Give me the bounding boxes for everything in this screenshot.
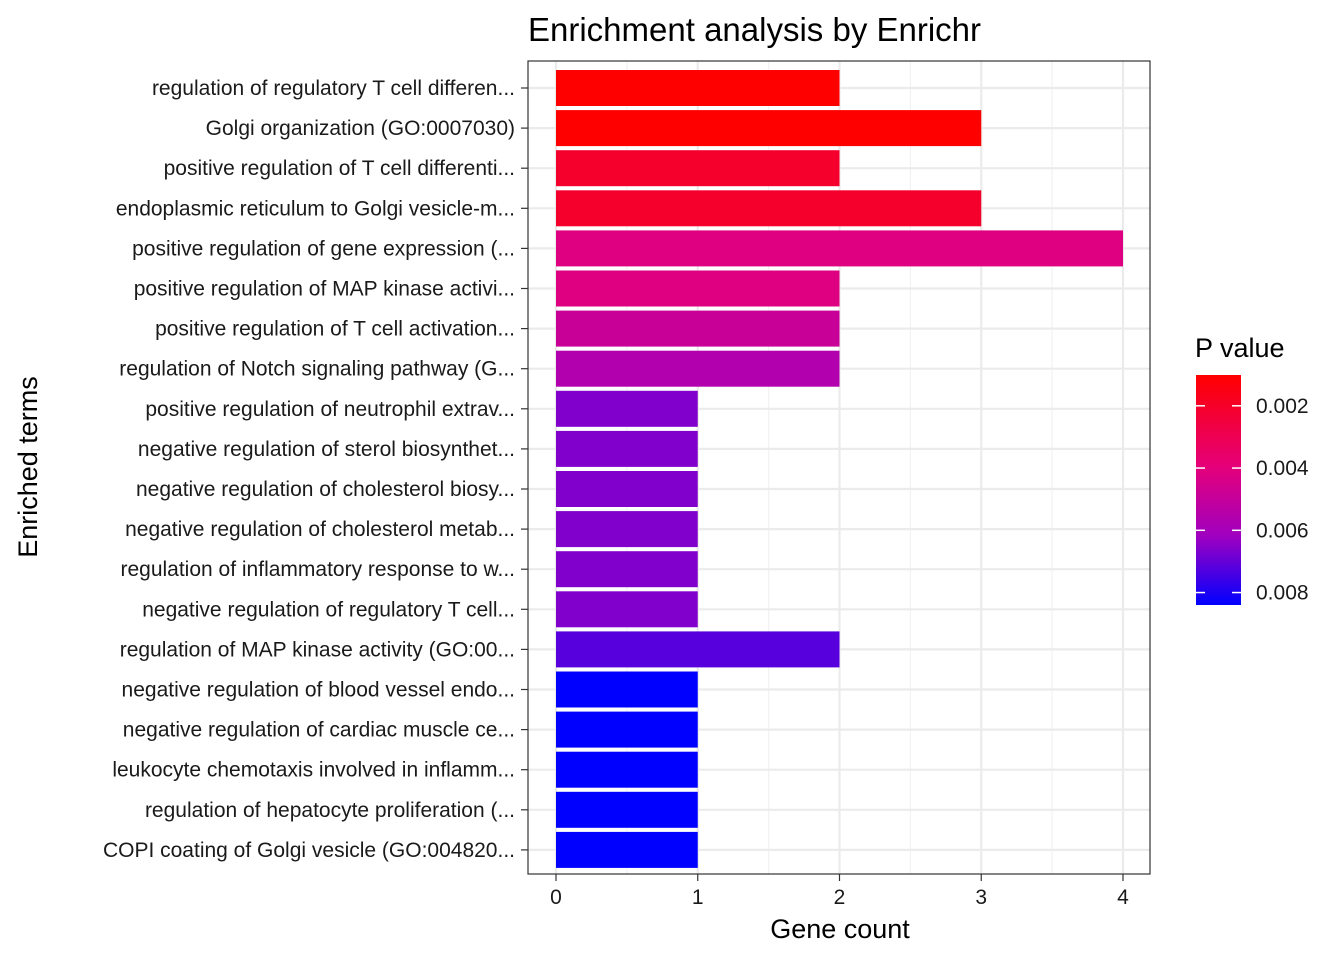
panel-border: [527, 60, 1151, 875]
bar: [556, 671, 698, 708]
x-tick-label: 3: [975, 886, 987, 909]
legend-title: P value: [1195, 333, 1285, 363]
y-tick-label: Golgi organization (GO:0007030): [206, 117, 515, 140]
legend-ticks: 0.002 0.004 0.006 0.008: [1196, 395, 1309, 605]
y-tick-label: COPI coating of Golgi vesicle (GO:004820…: [103, 839, 515, 862]
bar: [556, 551, 698, 588]
y-tick-label: positive regulation of T cell activation…: [155, 318, 515, 341]
color-legend: P value 0.002 0.004 0.006 0.008: [1195, 333, 1309, 605]
bar: [556, 190, 982, 227]
bar: [556, 591, 698, 628]
legend-tick-label: 0.002: [1256, 395, 1309, 418]
y-tick-label: negative regulation of cholesterol metab…: [125, 518, 515, 541]
x-tick-label: 4: [1117, 886, 1129, 909]
y-tick-label: leukocyte chemotaxis involved in inflamm…: [112, 759, 515, 782]
x-tick-label: 0: [550, 886, 562, 909]
bar: [556, 230, 1123, 267]
x-tick-labels: 0 1 2 3 4: [550, 874, 1129, 909]
y-tick-label: positive regulation of MAP kinase activi…: [134, 278, 515, 301]
bar: [556, 471, 698, 507]
bar: [556, 831, 698, 868]
y-tick-label: regulation of Notch signaling pathway (G…: [119, 358, 515, 381]
y-tick-label: positive regulation of T cell differenti…: [164, 157, 515, 180]
bar: [556, 791, 698, 828]
y-tick-label: endoplasmic reticulum to Golgi vesicle-m…: [116, 197, 515, 220]
bar: [556, 511, 698, 548]
legend-tick-label: 0.008: [1256, 582, 1309, 605]
bars-layer: [556, 70, 1123, 868]
y-tick-label: regulation of inflammatory response to w…: [120, 558, 515, 581]
bar: [556, 350, 840, 387]
x-tick-label: 1: [692, 886, 704, 909]
y-tick-label: negative regulation of regulatory T cell…: [142, 598, 515, 621]
bar: [556, 751, 698, 788]
y-tick-label: negative regulation of sterol biosynthet…: [138, 438, 515, 461]
bar: [556, 310, 840, 347]
y-tick-label: positive regulation of gene expression (…: [132, 237, 515, 260]
y-axis-label: Enriched terms: [13, 376, 43, 558]
bar: [556, 110, 982, 147]
legend-tick-label: 0.004: [1256, 457, 1309, 480]
legend-tick-label: 0.006: [1256, 519, 1309, 542]
y-tick-label: negative regulation of cholesterol biosy…: [136, 478, 515, 501]
x-tick-label: 2: [834, 886, 846, 909]
y-tick-label: regulation of MAP kinase activity (GO:00…: [120, 638, 515, 661]
bar: [556, 270, 840, 307]
bar: [556, 150, 840, 187]
legend-colorbar: [1196, 375, 1241, 605]
bar: [556, 70, 840, 106]
y-tick-label: negative regulation of cardiac muscle ce…: [123, 719, 515, 742]
y-tick-label: negative regulation of blood vessel endo…: [122, 679, 515, 702]
y-tick-label: regulation of hepatocyte proliferation (…: [145, 799, 515, 822]
y-tick-label: positive regulation of neutrophil extrav…: [145, 398, 515, 421]
bar: [556, 711, 698, 748]
y-tick-labels: regulation of regulatory T cell differen…: [103, 77, 528, 862]
bar: [556, 430, 698, 467]
x-axis-label: Gene count: [770, 914, 910, 944]
y-tick-label: regulation of regulatory T cell differen…: [152, 77, 515, 100]
bar: [556, 631, 840, 668]
bar: [556, 390, 698, 427]
chart-title: Enrichment analysis by Enrichr: [528, 11, 981, 48]
